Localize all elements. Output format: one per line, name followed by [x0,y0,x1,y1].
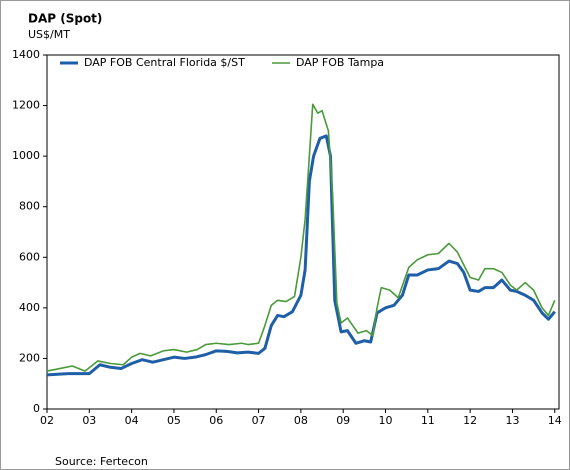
y-tick-label: 0 [33,402,40,415]
x-tick-label: 08 [294,414,308,427]
x-tick-label: 10 [379,414,393,427]
y-tick-label: 1200 [12,99,40,112]
data-line [46,103,556,372]
x-tick-label: 14 [548,414,562,427]
x-tick-label: 07 [252,414,266,427]
x-tick-label: 09 [336,414,350,427]
y-tick-label: 1000 [12,149,40,162]
x-tick-label: 13 [505,414,519,427]
legend-label: DAP FOB Tampa [296,56,384,69]
x-tick-label: 02 [40,414,54,427]
x-tick-label: 06 [209,414,223,427]
x-tick-label: 03 [82,414,96,427]
legend-label: DAP FOB Central Florida $/ST [84,56,245,69]
y-tick-label: 600 [19,250,40,263]
data-line [46,134,556,377]
y-tick-label: 800 [19,200,40,213]
y-tick-label: 200 [19,351,40,364]
plot-frame [46,54,560,410]
chart-subtitle: US$/MT [28,28,70,41]
y-tick-label: 400 [19,301,40,314]
source-note: Source: Fertecon [55,455,148,468]
x-tick-label: 04 [125,414,139,427]
chart-title: DAP (Spot) [28,12,102,26]
x-tick-label: 05 [167,414,181,427]
x-tick-label: 12 [463,414,477,427]
x-tick-label: 11 [421,414,435,427]
y-tick-label: 1400 [12,48,40,61]
